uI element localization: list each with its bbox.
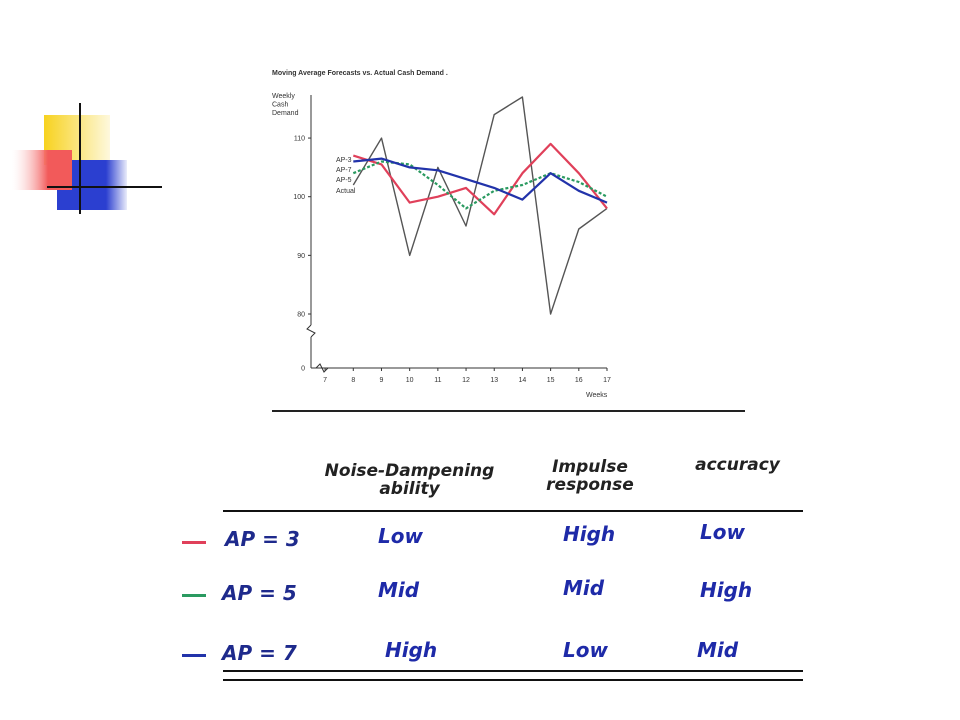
series-line-ap-7 xyxy=(353,157,608,204)
cell-ap7-noise: High xyxy=(385,638,438,662)
x-tick-label: 14 xyxy=(519,377,527,384)
y-tick-label: 80 xyxy=(297,312,305,319)
legend-swatch-ap7 xyxy=(182,654,206,657)
chart-axes xyxy=(306,95,607,373)
y-tick-label-zero: 0 xyxy=(301,366,305,373)
cell-ap3-noise: Low xyxy=(378,524,423,548)
header-noise-line1: Noise-Dampening xyxy=(324,461,495,481)
y-tick-label: 90 xyxy=(297,253,305,260)
chart-title: Moving Average Forecasts vs. Actual Cash… xyxy=(272,70,448,77)
header-impulse-line2: response xyxy=(546,475,634,495)
y-axis-break xyxy=(306,324,316,338)
series-line-actual xyxy=(352,96,608,315)
x-tick-label: 10 xyxy=(406,377,414,384)
cell-ap5-impulse: Mid xyxy=(563,576,605,600)
legend-label-actual: Actual xyxy=(336,188,356,195)
cell-ap5-noise: Mid xyxy=(378,578,420,602)
table-bottom-rule-1 xyxy=(223,670,803,672)
x-tick-label: 15 xyxy=(547,377,555,384)
header-impulse-line1: Impulse xyxy=(552,457,628,477)
legend-label-ap-3: AP-3 xyxy=(336,157,352,164)
y-tick-label: 100 xyxy=(293,194,305,201)
cell-ap7-impulse: Low xyxy=(563,638,608,662)
chart-legend: AP-3 AP-7 AP-5 Actual xyxy=(336,157,356,195)
x-tick-label: 11 xyxy=(434,377,441,384)
x-tick-label: 12 xyxy=(462,377,470,384)
x-tick-label: 8 xyxy=(351,377,355,384)
legend-swatch-ap5 xyxy=(182,594,206,597)
legend-label-ap-5: AP-5 xyxy=(336,177,352,184)
ornament-red-square xyxy=(12,150,72,190)
header-impulse-response: Impulse response xyxy=(540,458,640,494)
header-noise-line2: ability xyxy=(379,479,440,499)
cell-ap5-accuracy: High xyxy=(700,578,753,602)
row-label-ap7: AP = 7 xyxy=(222,641,297,665)
y-axis-label-line: Weekly xyxy=(272,93,295,100)
row-label-ap5: AP = 5 xyxy=(222,581,297,605)
x-axis-break xyxy=(315,363,329,373)
x-tick-label: 7 xyxy=(323,377,327,384)
x-tick-label: 16 xyxy=(575,377,583,384)
x-tick-label: 17 xyxy=(603,377,611,384)
cell-ap3-accuracy: Low xyxy=(700,520,745,544)
series-line-ap-3 xyxy=(352,142,608,216)
legend-swatch-ap3 xyxy=(182,541,206,544)
y-axis-label-line: Demand xyxy=(272,110,299,117)
header-noise-dampening: Noise-Dampening ability xyxy=(322,462,497,498)
cell-ap7-accuracy: Mid xyxy=(697,638,739,662)
table-top-rule xyxy=(223,510,803,512)
table-bottom-rule-2 xyxy=(223,679,803,681)
y-tick-label: 110 xyxy=(294,136,305,143)
header-accuracy: accuracy xyxy=(695,455,780,475)
series-line-ap-5 xyxy=(352,160,608,210)
x-axis-label: Weeks xyxy=(586,392,608,399)
x-tick-label: 9 xyxy=(380,377,384,384)
corner-ornament xyxy=(12,103,162,214)
row-label-ap3: AP = 3 xyxy=(225,527,300,551)
x-tick-label: 13 xyxy=(490,377,498,384)
cell-ap3-impulse: High xyxy=(563,522,616,546)
chart-series xyxy=(352,96,608,315)
chart-tick-labels: 110 100 90 80 0 7 8 9 10 11 12 13 14 15 16 17 xyxy=(293,136,611,384)
y-axis-label-line: Cash xyxy=(272,102,288,109)
legend-label-ap-7: AP-7 xyxy=(336,167,352,174)
